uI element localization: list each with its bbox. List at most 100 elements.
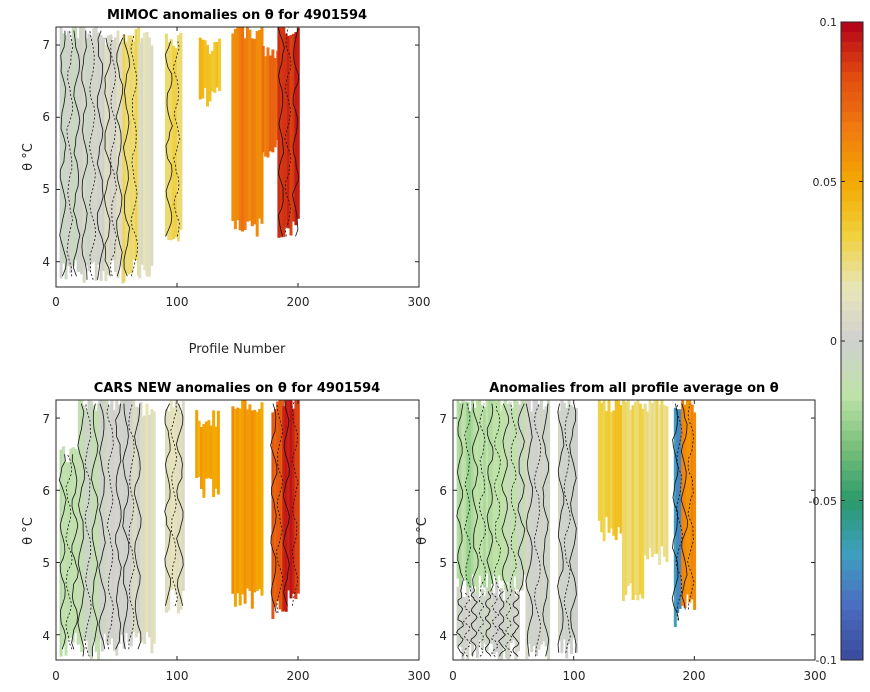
heatmap-cell: [89, 37, 93, 264]
contour-line: [675, 403, 683, 621]
heatmap-cell: [624, 401, 628, 595]
heatmap-cell: [243, 38, 247, 230]
colorbar-swatch: [841, 630, 863, 641]
colorbar-swatch: [841, 540, 863, 551]
x-tick-label: 200: [287, 669, 310, 683]
heatmap-cell: [207, 420, 211, 479]
heatmap-cell: [495, 400, 499, 595]
heatmap-cell: [238, 27, 242, 231]
contour-line: [66, 30, 74, 277]
heatmap-cell: [143, 415, 147, 644]
contour-line: [98, 403, 107, 650]
x-tick-label: 0: [52, 295, 60, 309]
contour-line: [164, 403, 172, 606]
contour-line: [71, 454, 79, 650]
colorbar-swatch: [841, 520, 863, 531]
heatmap-cell: [631, 405, 635, 600]
contour-line: [115, 403, 122, 650]
heatmap-cell: [681, 400, 685, 606]
heatmap-cell: [490, 588, 494, 645]
heatmap-cell: [92, 405, 96, 641]
heatmap-cell: [102, 37, 105, 272]
heatmap-cell: [264, 56, 268, 157]
heatmap-cell: [273, 409, 277, 607]
heatmap-cell: [164, 33, 168, 237]
heatmap-cell: [202, 424, 206, 498]
heatmap-cell: [125, 41, 128, 274]
heatmap-cell: [658, 404, 662, 566]
colorbar-swatch: [841, 640, 863, 651]
heatmap-cell: [485, 587, 489, 652]
heatmap-cell: [685, 400, 689, 595]
heatmap-cell: [542, 409, 546, 642]
tick-marks: [452, 400, 816, 660]
heatmap-cell: [537, 404, 541, 650]
colorbar-swatch: [841, 550, 863, 561]
panel-title: CARS NEW anomalies on θ for 4901594: [94, 381, 380, 396]
heatmap-cell: [243, 400, 247, 604]
contour-line: [270, 403, 278, 614]
heatmap-cell: [150, 45, 154, 266]
heatmap-cell: [246, 27, 249, 222]
heatmap-cell: [62, 446, 65, 646]
heatmap-cell: [62, 33, 65, 264]
colorbar-swatch: [841, 420, 863, 432]
y-axis-label: θ °C: [21, 143, 36, 171]
heatmap-cell: [179, 32, 183, 231]
colorbar-swatch: [841, 141, 863, 153]
contour-line: [77, 403, 85, 657]
heatmap-cell: [64, 35, 68, 280]
colorbar-swatch: [841, 51, 863, 63]
x-tick-label: 300: [408, 295, 431, 309]
heatmap-cell: [258, 30, 262, 219]
heatmap-cell: [248, 404, 252, 591]
heatmap-cell: [277, 27, 281, 238]
heatmap-cell: [517, 591, 520, 652]
heatmap-cell: [289, 400, 293, 599]
y-axis-label: θ °C: [415, 517, 430, 545]
heatmap-cell: [208, 54, 212, 102]
colorbar-swatch: [841, 600, 863, 611]
heatmap-cell: [273, 58, 277, 148]
heatmap-cell: [248, 29, 252, 221]
heatmap-cell: [116, 30, 120, 279]
heatmap-cell: [501, 405, 505, 581]
heatmap-cell: [504, 583, 508, 659]
heatmap-cell: [87, 33, 91, 272]
heatmap-cell: [82, 27, 86, 283]
heatmap-cell: [459, 403, 462, 597]
heatmap-cell: [236, 407, 240, 594]
colorbar-swatch: [841, 301, 863, 312]
heatmap-cell: [233, 408, 237, 607]
colorbar-swatch: [841, 251, 863, 262]
contour-line: [511, 591, 520, 657]
heatmap-cells: [456, 400, 697, 660]
heatmap-cell: [456, 400, 460, 579]
heatmap-cell: [152, 411, 156, 644]
heatmap-cell: [216, 410, 220, 495]
contour-line: [291, 400, 299, 606]
heatmap-cell: [109, 34, 113, 261]
heatmap-cell: [544, 406, 548, 647]
heatmap-cell: [112, 410, 116, 651]
contour-line: [456, 591, 464, 657]
colorbar-swatch: [841, 211, 863, 222]
heatmap-cell: [140, 417, 144, 640]
panel-title: Anomalies from all profile average on θ: [489, 381, 779, 396]
heatmap-cell: [204, 421, 208, 479]
heatmap-cell: [483, 407, 487, 588]
colorbar-swatch: [841, 460, 863, 472]
y-tick-label: 5: [42, 556, 50, 570]
heatmap-cell: [646, 411, 650, 560]
heatmap-cell: [502, 600, 506, 647]
heatmap-cell: [122, 34, 126, 283]
heatmap-cell: [140, 37, 144, 265]
x-tick-label: 100: [563, 669, 586, 683]
heatmap-cell: [74, 448, 78, 633]
y-tick-label: 4: [42, 629, 50, 643]
colorbar-swatch: [841, 281, 863, 292]
heatmap-cell: [134, 406, 138, 638]
heatmap-cell: [296, 27, 300, 219]
heatmap-cell: [148, 414, 151, 638]
heatmap-cell: [480, 588, 484, 650]
